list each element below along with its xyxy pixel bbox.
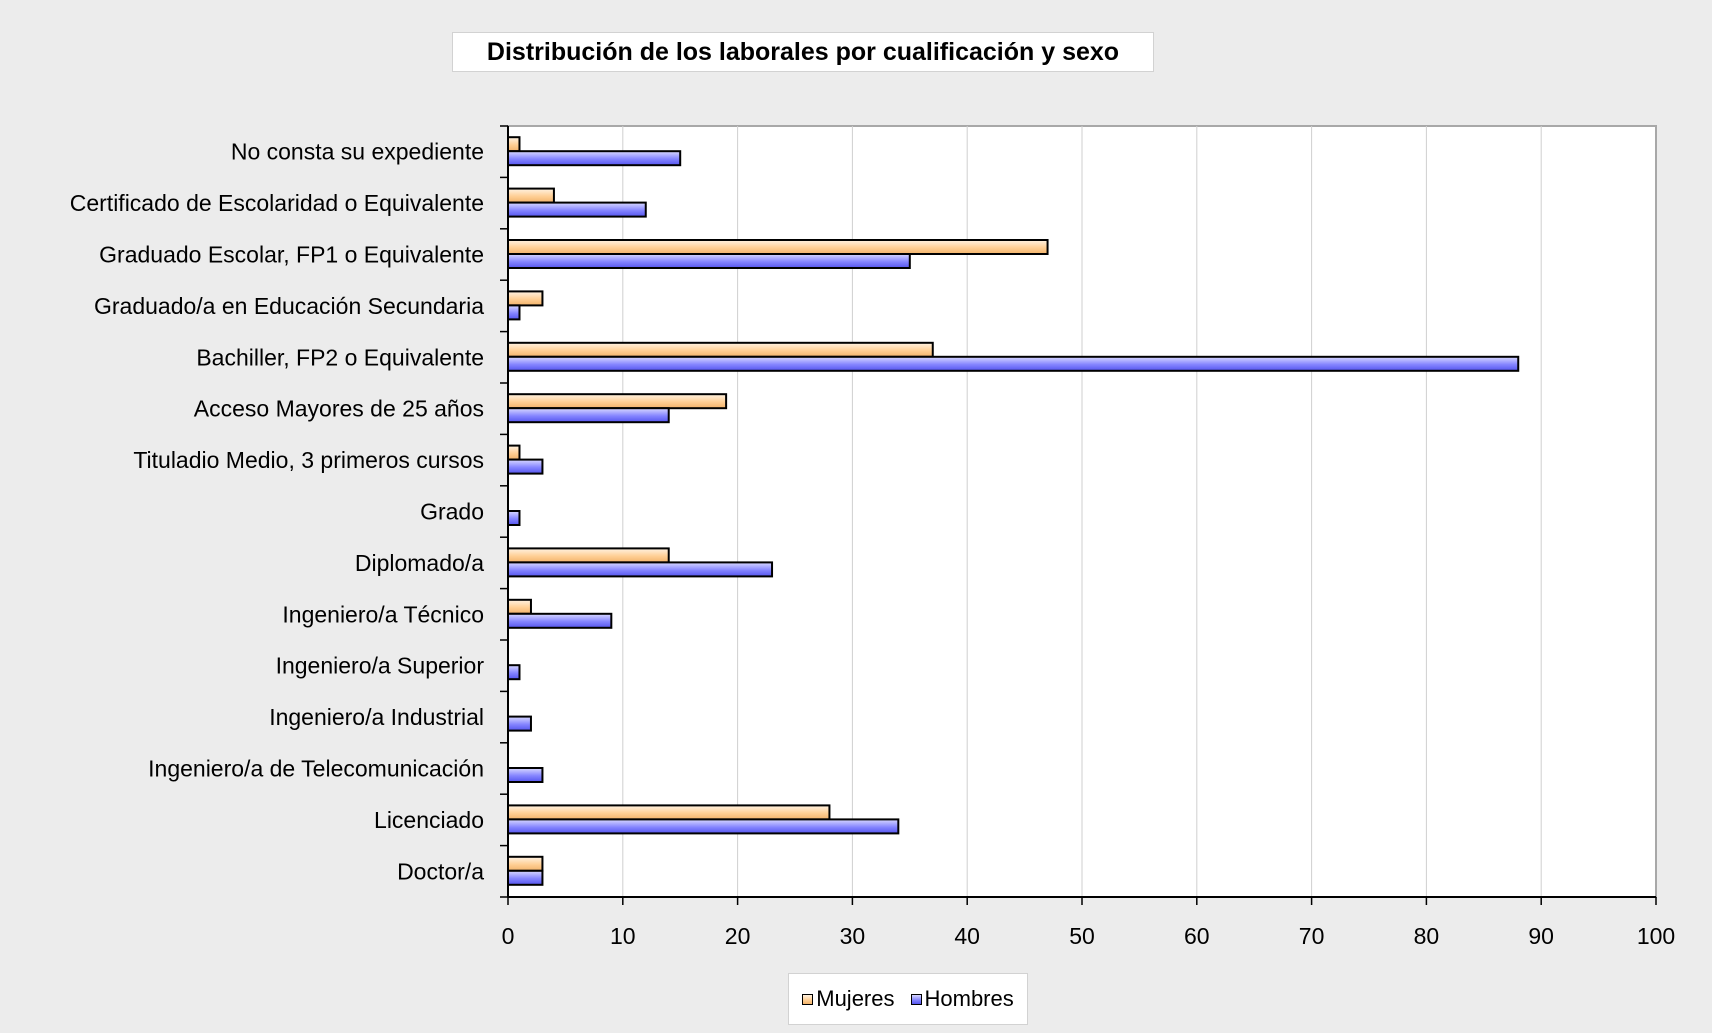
legend-swatch-hombres (910, 993, 922, 1005)
bar-hombres (507, 150, 682, 167)
category-label: Licenciado (374, 807, 484, 833)
bar-mujeres (507, 598, 532, 615)
legend-item-hombres: Hombres (910, 986, 1014, 1012)
x-tick-label: 80 (1414, 923, 1440, 949)
category-label: Diplomado/a (355, 550, 484, 576)
bar-mujeres (507, 444, 521, 461)
x-tick-label: 70 (1299, 923, 1325, 949)
chart-title: Distribución de los laborales por cualif… (452, 32, 1154, 72)
legend-label-hombres: Hombres (924, 986, 1014, 1011)
category-label: Certificado de Escolaridad o Equivalente (70, 190, 484, 216)
bar-mujeres (507, 393, 728, 410)
bar-hombres (507, 253, 911, 269)
x-tick-label: 40 (954, 923, 980, 949)
bar-hombres (507, 612, 613, 629)
category-label: Ingeniero/a Industrial (269, 704, 484, 730)
x-tick-label: 100 (1637, 923, 1675, 949)
category-label: Ingeniero/a Técnico (282, 601, 484, 627)
category-label: Tituladio Medio, 3 primeros cursos (133, 447, 484, 473)
bar-mujeres (507, 855, 544, 872)
bar-mujeres (507, 136, 521, 153)
x-tick-label: 0 (502, 923, 515, 949)
category-label: Acceso Mayores de 25 años (194, 396, 484, 422)
x-tick-label: 30 (840, 923, 866, 949)
bar-mujeres (507, 187, 555, 204)
bar-mujeres (507, 290, 544, 307)
legend: Mujeres Hombres (788, 973, 1028, 1025)
bar-mujeres (507, 239, 1049, 255)
bar-hombres (507, 201, 647, 218)
legend-item-mujeres: Mujeres (802, 986, 895, 1012)
bar-hombres (507, 561, 774, 578)
category-label: Graduado Escolar, FP1 o Equivalente (99, 242, 484, 268)
bar-hombres (507, 458, 544, 475)
category-label: Grado (420, 499, 484, 525)
bar-mujeres (507, 547, 670, 564)
bar-hombres (507, 664, 521, 681)
category-label: Doctor/a (397, 858, 484, 884)
x-tick-label: 20 (725, 923, 751, 949)
bar-hombres (507, 355, 1520, 372)
x-tick-label: 10 (610, 923, 636, 949)
bar-hombres (507, 767, 544, 783)
bar-hombres (507, 818, 900, 835)
x-tick-label: 60 (1184, 923, 1210, 949)
category-label: Ingeniero/a Superior (276, 653, 485, 679)
bar-hombres (507, 407, 670, 424)
category-label: Bachiller, FP2 o Equivalente (196, 344, 484, 370)
category-label: No consta su expediente (231, 139, 484, 165)
bar-hombres (507, 869, 544, 886)
category-label: Ingeniero/a de Telecomunicación (148, 756, 484, 782)
bar-mujeres (507, 341, 934, 358)
x-tick-label: 50 (1069, 923, 1095, 949)
bar-mujeres (507, 804, 831, 821)
legend-label-mujeres: Mujeres (816, 986, 895, 1011)
bar-hombres (507, 715, 532, 732)
category-label: Graduado/a en Educación Secundaria (94, 293, 484, 319)
legend-swatch-mujeres (802, 993, 814, 1005)
bar-hombres (507, 510, 521, 526)
x-tick-label: 90 (1528, 923, 1554, 949)
bar-hombres (507, 304, 521, 321)
